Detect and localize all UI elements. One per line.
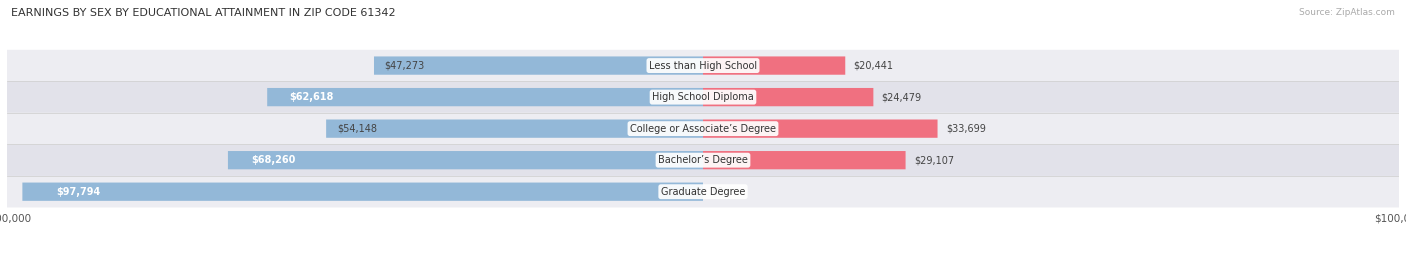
Text: High School Diploma: High School Diploma [652, 92, 754, 102]
FancyBboxPatch shape [7, 176, 1399, 207]
Text: EARNINGS BY SEX BY EDUCATIONAL ATTAINMENT IN ZIP CODE 61342: EARNINGS BY SEX BY EDUCATIONAL ATTAINMEN… [11, 8, 396, 18]
Text: $68,260: $68,260 [252, 155, 297, 165]
Legend: Male, Female: Male, Female [647, 267, 759, 268]
Text: Bachelor’s Degree: Bachelor’s Degree [658, 155, 748, 165]
FancyBboxPatch shape [7, 144, 1399, 176]
FancyBboxPatch shape [703, 151, 905, 169]
FancyBboxPatch shape [374, 57, 703, 75]
FancyBboxPatch shape [7, 113, 1399, 144]
FancyBboxPatch shape [703, 57, 845, 75]
Text: Less than High School: Less than High School [650, 61, 756, 70]
Text: $29,107: $29,107 [914, 155, 955, 165]
Text: Graduate Degree: Graduate Degree [661, 187, 745, 197]
Text: $62,618: $62,618 [290, 92, 333, 102]
FancyBboxPatch shape [703, 120, 938, 138]
Text: $33,699: $33,699 [946, 124, 986, 134]
FancyBboxPatch shape [7, 50, 1399, 81]
Text: $24,479: $24,479 [882, 92, 922, 102]
FancyBboxPatch shape [326, 120, 703, 138]
Text: $47,273: $47,273 [384, 61, 425, 70]
Text: $54,148: $54,148 [337, 124, 377, 134]
FancyBboxPatch shape [703, 88, 873, 106]
Text: $97,794: $97,794 [56, 187, 101, 197]
FancyBboxPatch shape [22, 183, 703, 201]
Text: College or Associate’s Degree: College or Associate’s Degree [630, 124, 776, 134]
FancyBboxPatch shape [228, 151, 703, 169]
FancyBboxPatch shape [7, 81, 1399, 113]
Text: $0: $0 [711, 187, 724, 197]
Text: Source: ZipAtlas.com: Source: ZipAtlas.com [1299, 8, 1395, 17]
FancyBboxPatch shape [267, 88, 703, 106]
Text: $20,441: $20,441 [853, 61, 894, 70]
